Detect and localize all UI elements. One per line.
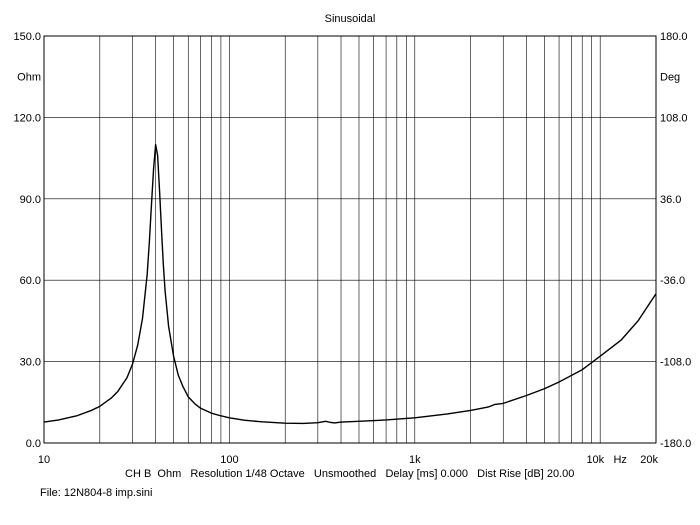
y-left-tick-label: 90.0 xyxy=(20,194,41,206)
file-label: File: 12N804-8 imp.sini xyxy=(40,487,153,499)
y-left-tick-label: 120.0 xyxy=(13,112,41,124)
y-right-unit: Deg xyxy=(660,72,680,84)
x-tick-label: 1k xyxy=(409,454,421,466)
x-tick-label: 10 xyxy=(38,454,50,466)
y-right-tick-label: 108.0 xyxy=(660,112,688,124)
y-left-tick-label: 30.0 xyxy=(20,357,41,369)
chart-title: Sinusoidal xyxy=(325,13,376,25)
y-right-tick-label: -108.0 xyxy=(660,357,691,369)
y-left-tick-label: 150.0 xyxy=(13,31,41,43)
x-unit: Hz xyxy=(613,454,626,466)
x-tick-label: 20k xyxy=(640,454,658,466)
measurement-info: CH B Ohm Resolution 1/48 Octave Unsmooth… xyxy=(125,468,575,480)
y-left-tick-label: 0.0 xyxy=(26,438,41,450)
y-right-tick-label: 180.0 xyxy=(660,31,688,43)
impedance-series-line xyxy=(43,143,657,425)
y-right-tick-label: -36.0 xyxy=(660,275,685,287)
y-left-unit: Ohm xyxy=(17,72,41,84)
x-tick-label: 100 xyxy=(220,454,238,466)
y-left-tick-label: 60.0 xyxy=(20,275,41,287)
series-layer xyxy=(43,143,657,425)
y-right-tick-label: 36.0 xyxy=(660,194,681,206)
y-right-tick-label: -180.0 xyxy=(660,438,691,450)
plot-frame xyxy=(43,35,657,444)
x-tick-label: 10k xyxy=(586,454,604,466)
axis-labels: 0.0 30.0 60.0 90.0 120.0 150.0 -180.0 -108.0 -36… xyxy=(13,31,691,466)
grid-lines xyxy=(44,36,656,443)
